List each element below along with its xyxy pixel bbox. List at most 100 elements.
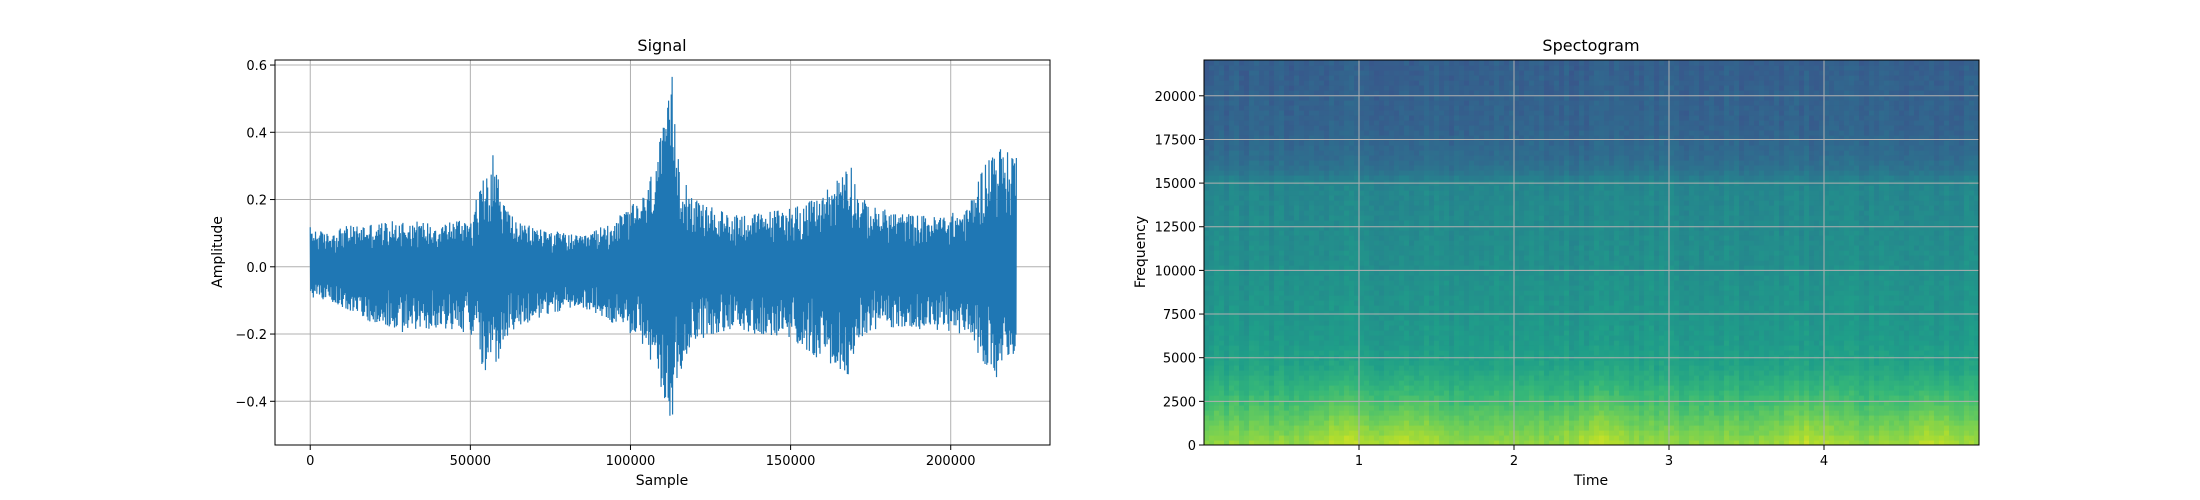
spectrogram-cell: [1469, 370, 1475, 376]
spectrogram-cell: [1379, 250, 1385, 256]
spectrogram-cell: [1269, 350, 1275, 356]
spectrogram-cell: [1374, 385, 1380, 391]
spectrogram-cell: [1209, 220, 1215, 226]
spectrogram-cell: [1479, 385, 1485, 391]
spectrogram-cell: [1454, 105, 1460, 111]
spectrogram-cell: [1314, 170, 1320, 176]
spectrogram-cell: [1484, 75, 1490, 81]
spectrogram-cell: [1329, 155, 1335, 161]
spectrogram-cell: [1274, 135, 1280, 141]
spectrogram-cell: [1404, 280, 1410, 286]
spectrogram-cell: [1249, 160, 1255, 166]
spectrogram-cell: [1224, 215, 1230, 221]
spectrogram-cell: [1509, 125, 1515, 131]
spectrogram-cell: [1409, 170, 1415, 176]
spectrogram-cell: [1284, 200, 1290, 206]
spectrogram-cell: [1449, 410, 1455, 416]
spectrogram-cell: [1224, 150, 1230, 156]
spectrogram-cell: [1514, 185, 1520, 191]
spectrogram-cell: [1239, 125, 1245, 131]
spectrogram-cell: [1419, 275, 1425, 281]
spectrogram-cell: [1204, 370, 1210, 376]
spectrogram-cell: [1274, 365, 1280, 371]
spectrogram-cell: [1509, 425, 1515, 431]
spectrogram-cell: [1289, 240, 1295, 246]
spectrogram-cell: [1204, 85, 1210, 91]
spectrogram-cell: [1229, 390, 1235, 396]
spectrogram-cell: [1239, 320, 1245, 326]
spectrogram-cell: [1524, 330, 1530, 336]
spectrogram-cell: [1464, 345, 1470, 351]
spectrogram-cell: [1459, 275, 1465, 281]
spectrogram-cell: [1474, 120, 1480, 126]
spectrogram-cell: [1449, 105, 1455, 111]
spectrogram-cell: [1209, 205, 1215, 211]
spectrogram-cell: [1509, 235, 1515, 241]
spectrogram-cell: [1394, 150, 1400, 156]
spectrogram-cell: [1244, 325, 1250, 331]
spectrogram-cell: [1484, 375, 1490, 381]
spectrogram-cell: [1249, 370, 1255, 376]
spectrogram-cell: [1469, 250, 1475, 256]
spectrogram-cell: [1329, 315, 1335, 321]
spectrogram-cell: [1459, 70, 1465, 76]
spectrogram-cell: [1209, 340, 1215, 346]
spectrogram-cell: [1214, 75, 1220, 81]
spectrogram-cell: [1274, 255, 1280, 261]
spectrogram-cell: [1269, 190, 1275, 196]
spectrogram-cell: [1229, 145, 1235, 151]
spectrogram-cell: [1474, 90, 1480, 96]
spectrogram-cell: [1494, 325, 1500, 331]
spectrogram-cell: [1409, 435, 1415, 441]
spectrogram-cell: [1434, 135, 1440, 141]
spectrogram-cell: [1269, 135, 1275, 141]
spectrogram-cell: [1209, 250, 1215, 256]
spectrogram-cell: [1259, 200, 1265, 206]
spectrogram-cell: [1264, 270, 1270, 276]
spectrogram-cell: [1294, 255, 1300, 261]
spectrogram-cell: [1484, 330, 1490, 336]
spectrogram-cell: [1329, 175, 1335, 181]
spectrogram-cell: [1404, 395, 1410, 401]
spectrogram-cell: [1449, 320, 1455, 326]
spectrogram-cell: [1399, 335, 1405, 341]
spectrogram-cell: [1324, 330, 1330, 336]
spectrogram-cell: [1319, 175, 1325, 181]
spectrogram-cell: [1409, 415, 1415, 421]
spectrogram-cell: [1284, 230, 1290, 236]
spectrogram-cell: [1424, 285, 1430, 291]
spectrogram-cell: [1319, 270, 1325, 276]
spectrogram-cell: [1399, 265, 1405, 271]
spectrogram-cell: [1204, 175, 1210, 181]
spectrogram-cell: [1214, 65, 1220, 71]
spectrogram-cell: [1424, 415, 1430, 421]
spectrogram-cell: [1284, 405, 1290, 411]
spectrogram-cell: [1269, 440, 1275, 445]
spectrogram-cell: [1344, 85, 1350, 91]
spectrogram-cell: [1504, 95, 1510, 101]
spectrogram-cell: [1519, 160, 1525, 166]
spectrogram-cell: [1319, 305, 1325, 311]
spectrogram-cell: [1424, 160, 1430, 166]
spectrogram-cell: [1314, 90, 1320, 96]
spectrogram-cell: [1504, 280, 1510, 286]
spectrogram-cell: [1279, 350, 1285, 356]
spectrogram-cell: [1284, 65, 1290, 71]
spectrogram-cell: [1429, 245, 1435, 251]
spectrogram-cell: [1399, 115, 1405, 121]
spectrogram-cell: [1369, 265, 1375, 271]
spectrogram-cell: [1234, 105, 1240, 111]
spectrogram-cell: [1214, 270, 1220, 276]
spectrogram-cell: [1479, 245, 1485, 251]
spectrogram-cell: [1329, 265, 1335, 271]
spectrogram-cell: [1239, 220, 1245, 226]
spectrogram-cell: [1314, 150, 1320, 156]
spectrogram-cell: [1389, 80, 1395, 86]
spectrogram-cell: [1264, 130, 1270, 136]
spectrogram-cell: [1364, 300, 1370, 306]
spectrogram-cell: [1424, 295, 1430, 301]
spectrogram-cell: [1374, 70, 1380, 76]
spectrogram-cell: [1489, 165, 1495, 171]
spectrogram-cell: [1409, 270, 1415, 276]
spectrogram-cell: [1414, 80, 1420, 86]
